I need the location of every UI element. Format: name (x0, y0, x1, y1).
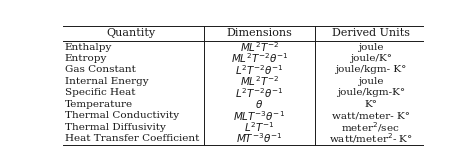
Text: $ML^{2}T^{-2}\theta^{-1}$: $ML^{2}T^{-2}\theta^{-1}$ (230, 52, 288, 66)
Text: joule/K°: joule/K° (350, 54, 392, 63)
Text: $L^{2}T^{-1}$: $L^{2}T^{-1}$ (244, 120, 275, 134)
Text: Derived Units: Derived Units (332, 28, 410, 38)
Text: Dimensions: Dimensions (227, 28, 292, 38)
Text: $\theta$: $\theta$ (255, 98, 264, 110)
Text: Gas Constant: Gas Constant (65, 66, 136, 74)
Text: Temperature: Temperature (65, 100, 133, 109)
Text: $ML^{2}T^{-2}$: $ML^{2}T^{-2}$ (240, 75, 279, 88)
Text: Thermal Conductivity: Thermal Conductivity (65, 111, 179, 120)
Text: joule: joule (358, 43, 383, 52)
Text: Enthalpy: Enthalpy (65, 43, 112, 52)
Text: $L^{2}T^{-2}\theta^{-1}$: $L^{2}T^{-2}\theta^{-1}$ (235, 63, 284, 77)
Text: joule/kgm-K°: joule/kgm-K° (337, 88, 405, 97)
Text: Internal Energy: Internal Energy (65, 77, 148, 86)
Text: $MT^{-3}\theta^{-1}$: $MT^{-3}\theta^{-1}$ (237, 132, 283, 146)
Text: meter$^{2}$/sec: meter$^{2}$/sec (341, 120, 400, 134)
Text: watt/meter- K°: watt/meter- K° (332, 111, 410, 120)
Text: $ML^{2}T^{-2}$: $ML^{2}T^{-2}$ (240, 40, 279, 54)
Text: K°: K° (364, 100, 377, 109)
Text: Heat Transfer Coefficient: Heat Transfer Coefficient (65, 134, 199, 143)
Text: Specific Heat: Specific Heat (65, 88, 135, 97)
Text: joule/kgm- K°: joule/kgm- K° (335, 66, 406, 74)
Text: $L^{2}T^{-2}\theta^{-1}$: $L^{2}T^{-2}\theta^{-1}$ (235, 86, 284, 100)
Text: $MLT^{-3}\theta^{-1}$: $MLT^{-3}\theta^{-1}$ (233, 109, 285, 123)
Text: Entropy: Entropy (65, 54, 107, 63)
Text: watt/meter$^{2}$- K°: watt/meter$^{2}$- K° (329, 132, 413, 146)
Text: Thermal Diffusivity: Thermal Diffusivity (65, 123, 165, 132)
Text: joule: joule (358, 77, 383, 86)
Text: Quantity: Quantity (106, 28, 155, 38)
